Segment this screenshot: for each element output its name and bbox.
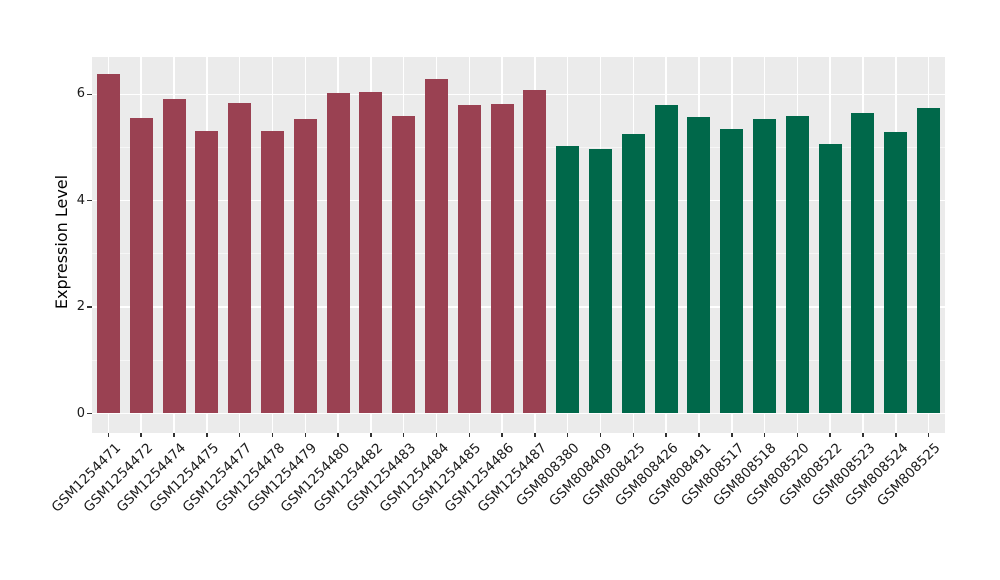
x-tick-mark xyxy=(829,433,831,437)
bar-GSM808380 xyxy=(556,145,580,414)
x-tick-mark xyxy=(468,433,471,437)
x-tick-mark xyxy=(566,433,569,437)
bar-GSM808523 xyxy=(851,112,875,414)
gridline-major xyxy=(92,93,945,96)
x-tick-mark xyxy=(599,433,602,437)
bar-GSM808409 xyxy=(589,149,613,414)
x-tick-mark xyxy=(402,433,405,437)
bar-GSM808425 xyxy=(621,134,645,414)
bar-GSM1254479 xyxy=(293,118,317,414)
bar-GSM1254482 xyxy=(359,91,383,414)
bar-GSM808426 xyxy=(654,104,678,414)
y-tick-mark xyxy=(87,412,92,415)
x-tick-mark xyxy=(665,433,667,437)
x-tick-mark xyxy=(501,433,503,437)
y-tick-label: 4 xyxy=(76,192,85,208)
x-tick-mark xyxy=(731,433,733,437)
x-tick-mark xyxy=(895,433,897,437)
y-axis-title: Expression Level xyxy=(52,174,71,310)
y-tick-label: 6 xyxy=(76,86,85,102)
x-tick-mark xyxy=(337,433,339,437)
x-tick-mark xyxy=(140,433,142,437)
x-tick-mark xyxy=(698,433,700,437)
bar-GSM1254480 xyxy=(326,93,350,414)
bar-GSM808491 xyxy=(687,117,711,414)
gridline-major xyxy=(92,199,945,202)
bar-GSM808525 xyxy=(917,108,941,414)
y-tick-mark xyxy=(87,93,92,96)
x-tick-mark xyxy=(370,433,372,437)
x-tick-mark xyxy=(238,433,241,437)
x-tick-mark xyxy=(796,433,799,437)
bar-GSM1254487 xyxy=(523,89,547,414)
bar-GSM808517 xyxy=(720,129,744,414)
x-tick-mark xyxy=(206,433,208,437)
bar-GSM1254486 xyxy=(490,104,514,414)
bar-GSM1254484 xyxy=(424,78,448,414)
bar-GSM1254475 xyxy=(195,131,219,414)
x-tick-mark xyxy=(435,433,438,437)
bar-GSM808518 xyxy=(753,118,777,414)
y-tick-mark xyxy=(87,199,92,202)
x-tick-mark xyxy=(927,433,930,437)
bar-GSM1254477 xyxy=(228,103,252,414)
bar-GSM1254472 xyxy=(129,118,153,414)
y-tick-mark xyxy=(87,306,92,308)
x-tick-mark xyxy=(862,433,864,437)
gridline-minor xyxy=(92,147,945,148)
gridline-major xyxy=(92,412,945,415)
x-tick-mark xyxy=(632,433,635,437)
bar-GSM1254471 xyxy=(96,74,120,414)
gridline-minor xyxy=(92,359,945,361)
gridline-minor xyxy=(92,253,945,255)
x-tick-mark xyxy=(304,433,306,437)
bar-GSM808520 xyxy=(785,116,809,414)
bar-GSM1254474 xyxy=(162,98,186,414)
bar-GSM808522 xyxy=(818,144,842,414)
y-tick-label: 0 xyxy=(76,405,85,421)
bar-GSM1254485 xyxy=(457,105,481,414)
plot-panel xyxy=(92,57,945,433)
x-tick-mark xyxy=(107,433,110,437)
x-tick-mark xyxy=(271,433,274,437)
x-tick-mark xyxy=(534,433,536,437)
bar-GSM808524 xyxy=(884,132,908,414)
y-tick-label: 2 xyxy=(76,299,85,315)
bar-GSM1254478 xyxy=(260,131,284,414)
x-tick-mark xyxy=(173,433,175,437)
bar-GSM1254483 xyxy=(392,115,416,414)
x-tick-mark xyxy=(763,433,766,437)
gridline-major xyxy=(92,306,945,308)
